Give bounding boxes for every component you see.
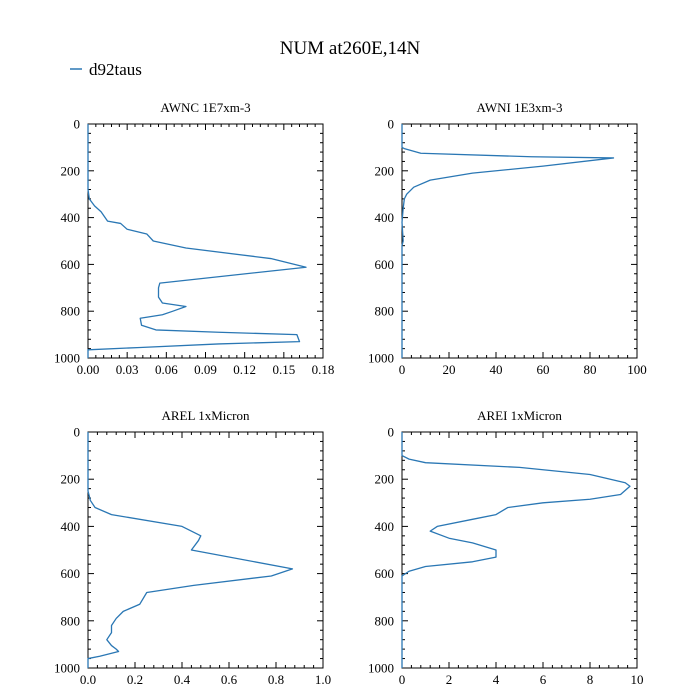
y-tick-label: 400 [375,519,395,534]
series-line-d92taus [87,124,307,358]
x-tick-label: 60 [537,362,550,377]
y-tick-label: 1000 [368,351,394,366]
x-tick-label: 0.4 [174,672,191,687]
x-tick-label: 2 [446,672,453,687]
y-tick-label: 0 [388,117,395,132]
y-tick-label: 400 [61,210,81,225]
panels-grid: AWNC 1E7xm-30.00 0.03 0.06 0.09 0.12 0.15 0.18… [54,100,647,687]
y-tick-label: 0 [388,425,395,440]
y-tick-label: 600 [375,257,395,272]
panel-1: AWNC 1E7xm-3 0.00 0.03 0.06 0.09 0.12 0.15 0.18… [54,100,334,377]
y-tick-label: 600 [375,566,395,581]
y-tick-label: 1000 [368,661,394,676]
y-tick-label: 200 [61,163,81,178]
x-tick-label: 6 [540,672,547,687]
y-tick-label: 200 [375,163,395,178]
panel-title: AREL 1xMicron [162,408,250,423]
x-tick-label: 0.2 [127,672,143,687]
panel-title: AWNI 1E3xm-3 [477,100,563,115]
x-tick-label: 0 [399,672,406,687]
y-tick-label: 0 [74,425,81,440]
panel-title: AWNC 1E7xm-3 [160,100,250,115]
y-tick-label: 800 [61,613,81,628]
panel-3: AREL 1xMicron 0.0 0.2 0.4 0.6 0.8 1.0 0 200 400 60… [54,408,331,687]
x-tick-label: 10 [631,672,644,687]
x-tick-label: 100 [627,362,647,377]
x-tick-label: 0.15 [272,362,295,377]
series-line-d92taus [87,432,294,668]
x-tick-label: 0.6 [221,672,238,687]
panel-4: AREI 1xMicron 0 2 4 6 8 10 0 200 400 600 800 1000 [368,408,644,687]
panel-title: AREI 1xMicron [477,408,562,423]
legend: d92taus [70,60,142,79]
x-tick-label: 40 [490,362,503,377]
y-tick-label: 600 [61,566,81,581]
x-tick-label: 0.00 [77,362,100,377]
x-tick-label: 0 [399,362,406,377]
x-tick-label: 8 [587,672,594,687]
x-tick-label: 0.8 [268,672,284,687]
panel-2: AWNI 1E3xm-30 20 40 60 80 1000200400600800100… [368,100,647,377]
y-tick-label: 800 [61,304,81,319]
y-tick-label: 800 [375,304,395,319]
y-tick-label: 800 [375,613,395,628]
series-line-d92taus [401,432,631,668]
y-tick-label: 0 [74,117,81,132]
x-tick-label: 0.12 [233,362,256,377]
y-tick-label: 200 [61,472,81,487]
plot-frame [401,431,638,669]
y-tick-label: 200 [375,472,395,487]
x-tick-label: 0.09 [194,362,217,377]
y-tick-label: 600 [61,257,81,272]
x-tick-label: 4 [493,672,500,687]
x-tick-label: 1.0 [315,672,331,687]
series-line-d92taus [401,124,615,358]
x-tick-label: 0.03 [116,362,139,377]
x-tick-label: 80 [584,362,597,377]
x-tick-label: 20 [443,362,456,377]
x-tick-label: 0.06 [155,362,178,377]
plot-frame [87,431,324,669]
x-tick-label: 0.18 [312,362,335,377]
x-tick-label: 0.0 [80,672,96,687]
y-tick-label: 1000 [54,351,80,366]
figure-title: NUM at260E,14N [280,38,421,59]
plot-frame [401,123,638,359]
y-tick-label: 1000 [54,661,80,676]
plot-frame [87,123,324,359]
legend-label: d92taus [89,60,142,79]
y-tick-label: 400 [375,210,395,225]
y-tick-label: 400 [61,519,81,534]
